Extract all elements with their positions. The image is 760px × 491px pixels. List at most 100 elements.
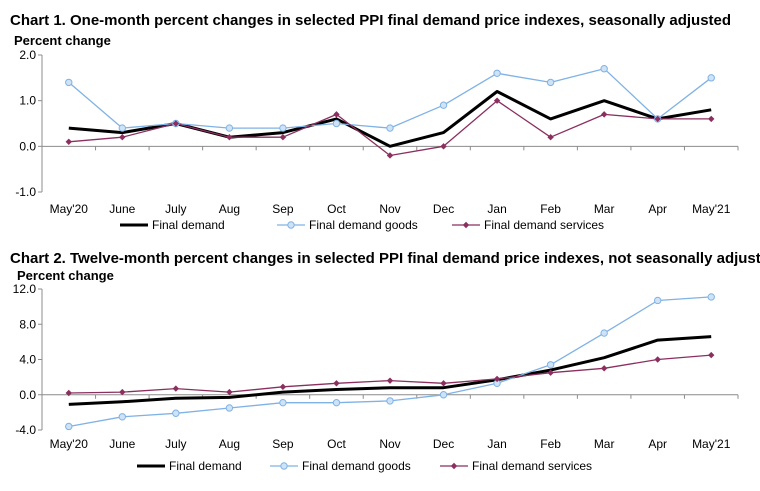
x-tick-label: Oct [327,437,346,451]
x-tick-label: Dec [433,437,454,451]
y-tick-label: 8.0 [19,317,36,331]
x-tick-label: Dec [433,202,454,216]
x-tick-label: July [165,202,186,216]
services-point [119,134,126,141]
x-tick-label: Oct [327,202,346,216]
series-line [68,296,712,428]
x-tick-label: May'20 [50,202,89,216]
chart-twelve-month: Chart 2. Twelve-month percent changes in… [10,250,760,473]
services-point [708,115,715,123]
legend-label: Final demand services [484,218,604,232]
y-tick-label: -4.0 [15,423,36,437]
goods-point [546,78,555,87]
chart-title: Chart 1. One-month percent changes in se… [10,12,731,29]
services-point [547,369,554,376]
goods-point [118,413,127,421]
goods-point [225,124,234,132]
y-tick-label: 1.0 [19,94,36,108]
chart-one-month: Chart 1. One-month percent changes in se… [10,12,739,232]
x-tick-label: Aug [219,437,240,451]
services-point [65,389,72,397]
services-point [65,138,72,145]
x-tick-label: June [109,437,135,451]
services-point [440,143,447,150]
x-tick-label: Aug [219,202,240,216]
x-tick-label: Feb [540,437,561,451]
goods-point [653,296,662,305]
series-line [68,90,712,148]
goods-point [600,329,608,337]
x-tick-label: Jan [487,202,506,216]
services-point [654,115,661,123]
goods-point [118,124,127,132]
y-tick-label: 12.0 [13,282,37,296]
legend-marker-diamond [462,221,470,229]
services-point [333,380,340,387]
x-tick-label: Sep [272,437,294,451]
services-point [386,152,394,159]
legend-label: Final demand [169,459,242,473]
goods-point [439,391,448,399]
y-axis-label: Percent change [17,268,114,283]
goods-point [546,361,555,369]
legend-marker-circle [280,462,288,470]
goods-point [600,65,608,73]
services-point [333,111,340,118]
goods-point [386,124,394,132]
services-point [226,388,233,396]
x-tick-label: May'20 [50,437,89,451]
x-tick-label: Nov [379,202,400,216]
x-tick-label: Mar [594,437,615,451]
x-tick-label: Apr [648,202,667,216]
legend-label: Final demand goods [309,218,418,232]
series-line [68,68,712,129]
x-tick-label: June [109,202,135,216]
services-point [172,120,180,127]
legend-label: Final demand services [472,459,592,473]
services-point [708,351,715,359]
goods-point [332,398,341,407]
services-point [493,97,501,104]
services-point [226,134,233,141]
goods-point [493,69,501,77]
services-point [547,134,554,141]
goods-point [65,78,73,87]
legend-label: Final demand goods [302,459,411,473]
x-tick-label: Apr [648,437,667,451]
goods-point [279,398,287,407]
goods-point [225,404,234,412]
goods-point [65,422,73,431]
goods-point [279,124,287,132]
x-tick-label: Mar [594,202,615,216]
services-point [172,385,180,392]
y-axis-label: Percent change [14,33,111,48]
y-tick-label: 4.0 [19,353,36,367]
x-tick-label: Sep [272,202,294,216]
x-tick-label: Jan [487,437,506,451]
services-point [654,356,661,363]
goods-point [172,409,180,417]
chart-title: Chart 2. Twelve-month percent changes in… [10,250,760,267]
x-tick-label: Nov [379,437,400,451]
services-point [119,388,126,396]
x-tick-label: Feb [540,202,561,216]
y-tick-label: 2.0 [19,48,36,62]
services-point [493,375,501,383]
goods-point [386,397,394,405]
goods-point [707,74,715,82]
services-point [440,380,447,387]
legend-label: Final demand [152,218,225,232]
services-point [279,383,287,391]
legend-marker-circle [287,221,295,229]
legend-marker-diamond [450,462,458,470]
y-tick-label: 0.0 [19,139,36,153]
services-point [600,111,608,118]
x-tick-label: May'21 [692,202,731,216]
services-point [386,377,394,384]
y-tick-label: -1.0 [15,185,36,199]
x-tick-label: May'21 [692,437,731,451]
x-tick-label: July [165,437,186,451]
services-point [600,365,608,372]
series-line [68,335,712,406]
